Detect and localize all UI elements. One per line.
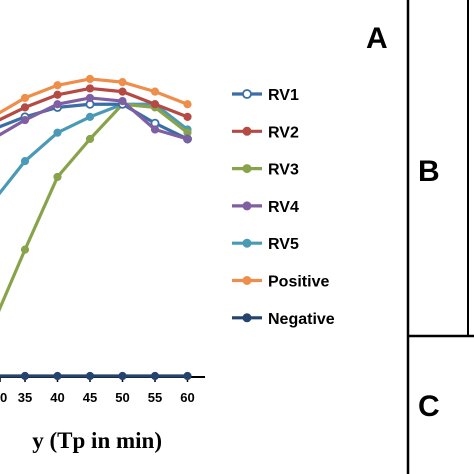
- legend-item-rv2: RV2: [232, 124, 299, 141]
- legend-item-rv5: RV5: [232, 236, 299, 253]
- legend-swatch-marker: [242, 238, 252, 248]
- data-point-positive: [118, 78, 127, 87]
- data-point-negative: [20, 371, 30, 381]
- data-point-rv4: [20, 115, 30, 125]
- series-line-rv4: [0, 96, 188, 141]
- x-tick-label: 40: [50, 390, 64, 405]
- legend-item-rv3: RV3: [232, 162, 299, 179]
- data-point-negative: [150, 371, 160, 381]
- data-point-rv2: [53, 90, 62, 99]
- data-point-rv2: [183, 112, 192, 121]
- data-point-rv5: [85, 112, 95, 121]
- data-point-positive: [183, 100, 192, 109]
- data-point-rv5: [53, 128, 62, 137]
- data-point-rv4: [183, 134, 192, 144]
- x-tick-label: 50: [115, 390, 129, 405]
- legend: RV1 RV2 RV3 RV4 RV5 Positive Negative: [232, 87, 335, 328]
- x-tick-label: 45: [83, 390, 97, 405]
- legend-label: RV5: [268, 236, 299, 253]
- data-point-rv4: [118, 96, 127, 106]
- data-point-rv2: [118, 87, 127, 96]
- legend-swatch-marker: [242, 201, 252, 211]
- legend-label: RV1: [268, 87, 299, 104]
- x-axis-label-clip: y (Tp in min): [0, 425, 190, 465]
- panel-label-a: A: [366, 22, 388, 55]
- data-point-positive: [53, 81, 62, 90]
- legend-swatch-marker: [242, 89, 252, 99]
- series-rv4: [0, 93, 192, 144]
- data-point-negative: [183, 371, 192, 381]
- data-point-rv4: [85, 93, 95, 103]
- legend-label: RV4: [268, 199, 299, 216]
- data-point-rv4: [53, 100, 62, 109]
- series-line-rv5: [0, 102, 189, 196]
- panel-label-c: C: [418, 390, 440, 423]
- series-line-rv1: [0, 102, 189, 141]
- panel-a-border: [406, 0, 410, 474]
- data-point-positive: [85, 74, 95, 84]
- legend-item-negative: Negative: [232, 311, 335, 328]
- legend-item-rv1: RV1: [232, 87, 299, 104]
- legend-swatch-marker: [242, 126, 252, 136]
- series-rv2: [0, 84, 192, 122]
- data-point-negative: [53, 371, 62, 381]
- data-point-negative: [85, 371, 95, 381]
- axes: [0, 376, 205, 382]
- legend-item-rv4: RV4: [232, 199, 299, 216]
- x-tick-label: 55: [148, 390, 162, 405]
- legend-swatch-marker: [242, 313, 252, 323]
- x-tick-label-partial: 30: [0, 390, 7, 405]
- data-point-negative: [118, 371, 127, 381]
- x-tick-label: 35: [18, 390, 32, 405]
- data-point-positive: [20, 93, 30, 103]
- series-line-rv2: [0, 86, 189, 122]
- legend-swatch-marker: [242, 164, 252, 174]
- x-axis-label: y (Tp in min): [32, 428, 162, 453]
- legend-swatch-marker: [242, 276, 252, 285]
- series-negative: [0, 371, 192, 381]
- panel-label-b: B: [418, 155, 440, 188]
- series-layer: [0, 74, 192, 381]
- data-point-rv2: [85, 84, 95, 93]
- data-point-rv2: [20, 103, 30, 112]
- data-point-rv4: [150, 125, 160, 134]
- legend-label: RV2: [268, 124, 299, 141]
- legend-label: Negative: [268, 311, 335, 328]
- legend-label: RV3: [268, 162, 299, 179]
- series-positive: [0, 74, 192, 115]
- data-point-rv5: [20, 157, 30, 166]
- series-line-positive: [0, 77, 189, 115]
- series-rv3: [0, 100, 192, 313]
- data-point-positive: [150, 87, 160, 96]
- data-point-rv2: [150, 100, 160, 109]
- data-point-rv3: [53, 172, 62, 182]
- x-tick-label: 60: [180, 390, 194, 405]
- series-line-rv3: [0, 102, 189, 313]
- legend-label: Positive: [268, 274, 329, 291]
- x-tick-labels: 35 40 45 50 55 60 30: [0, 390, 195, 405]
- legend-item-positive: Positive: [232, 274, 329, 291]
- data-point-rv3: [85, 134, 95, 144]
- data-point-rv3: [20, 245, 30, 254]
